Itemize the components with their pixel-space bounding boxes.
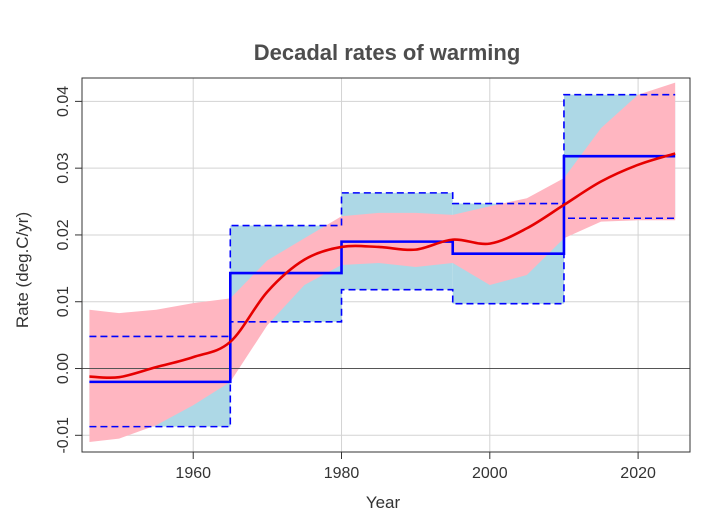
x-tick-label-2000: 2000 bbox=[472, 465, 508, 482]
plot-frame bbox=[81, 77, 691, 453]
y-tick-label-0.02: 0.02 bbox=[55, 219, 72, 250]
confidence-bands bbox=[89, 82, 676, 442]
x-tick-label-1960: 1960 bbox=[175, 465, 211, 482]
y-axis-label: Rate (deg.C/yr) bbox=[13, 212, 32, 328]
y-tick-label--0.01: -0.01 bbox=[55, 417, 72, 454]
y-tick-label-0.04: 0.04 bbox=[55, 86, 72, 117]
x-axis: 1960 1980 2000 2020 bbox=[175, 452, 656, 482]
y-tick-label-0.03: 0.03 bbox=[55, 152, 72, 183]
smooth-rate-curve bbox=[89, 152, 676, 380]
smooth-confidence-band bbox=[89, 82, 676, 442]
data-series bbox=[89, 93, 676, 428]
x-axis-label: Year bbox=[366, 493, 401, 512]
chart-title: Decadal rates of warming bbox=[254, 40, 521, 65]
y-tick-label-0.00: 0.00 bbox=[55, 353, 72, 384]
x-tick-label-2020: 2020 bbox=[620, 465, 656, 482]
y-tick-label-0.01: 0.01 bbox=[55, 286, 72, 317]
x-tick-label-1980: 1980 bbox=[324, 465, 360, 482]
step-band-upper-bound bbox=[89, 93, 676, 338]
y-axis: -0.01 0.00 0.01 0.02 0.03 0.04 bbox=[55, 86, 82, 454]
